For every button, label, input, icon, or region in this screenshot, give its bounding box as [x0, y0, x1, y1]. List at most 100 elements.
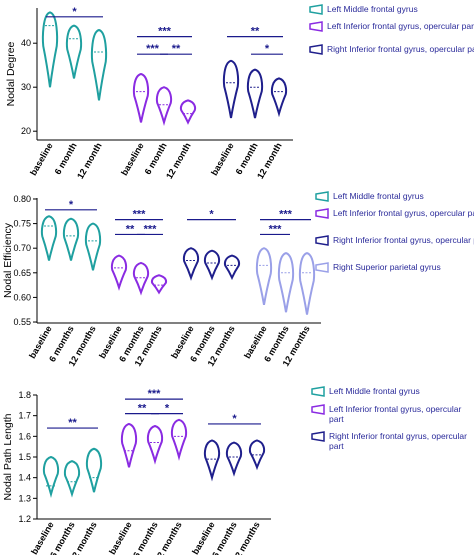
legend-label: Left Inferior frontal gyrus, opercular pa…	[329, 404, 461, 424]
y-tick-label: 30	[21, 82, 31, 92]
legend-label-line: Right Inferior frontal gyrus, opercular …	[333, 235, 474, 245]
violin	[248, 439, 266, 471]
violin	[223, 254, 241, 281]
y-tick-label: 1.8	[18, 390, 31, 400]
significance-marker: *	[165, 403, 170, 415]
legend-swatch	[315, 208, 329, 219]
violin	[132, 72, 150, 123]
violin	[90, 28, 108, 101]
legend-swatch	[309, 44, 323, 55]
y-tick-label: 1.2	[18, 514, 31, 524]
legend-label: Left Middle frontal gyrus	[333, 191, 424, 201]
significance-marker: ***	[148, 388, 162, 400]
x-tick-label: 12 month	[164, 141, 193, 181]
violin	[225, 441, 243, 477]
violin	[146, 424, 164, 465]
significance-marker: *	[69, 199, 74, 211]
y-tick-label: 0.65	[13, 268, 31, 278]
y-tick-label: 0.55	[13, 317, 31, 327]
significance-marker: *	[72, 6, 77, 18]
significance-marker: ***	[144, 223, 158, 235]
significance-marker: **	[126, 223, 135, 235]
violin	[84, 222, 102, 271]
legend-swatch	[309, 21, 323, 32]
legend-label-line: Left Inferior frontal gyrus, opercular	[329, 404, 461, 414]
legend-label-line: Right Superior parietal gyrus	[333, 262, 441, 272]
x-tick-label: 6 month	[143, 141, 169, 176]
significance-marker: *	[265, 43, 270, 55]
legend-label: Right Inferior frontal gyrus, opercular p…	[329, 431, 467, 451]
legend-label-line: Right Inferior frontal gyrus, opercular …	[327, 44, 474, 54]
legend-label-line: part	[329, 441, 344, 451]
y-tick-label: 1.4	[18, 473, 31, 483]
legend-label-line: Left Inferior frontal gyrus, opercular p…	[333, 208, 474, 218]
y-tick-label: 1.3	[18, 493, 31, 503]
x-tick-label: 6 months	[131, 520, 160, 555]
legend-swatch	[311, 386, 325, 397]
legend-swatch	[315, 235, 329, 246]
violin	[110, 254, 128, 291]
y-tick-label: 20	[21, 126, 31, 136]
violin	[203, 249, 221, 281]
x-tick-label: 6 month	[53, 141, 79, 176]
violin	[63, 460, 81, 498]
legend-label-line: Left Inferior frontal gyrus, opercular p…	[327, 21, 474, 31]
violin	[246, 68, 264, 119]
y-tick-label: 0.60	[13, 292, 31, 302]
violin	[179, 99, 197, 125]
legend-swatch	[315, 191, 329, 202]
violin	[41, 11, 59, 88]
legend-label-line: Left Middle frontal gyrus	[333, 191, 424, 201]
violin	[298, 252, 316, 315]
significance-marker: *	[209, 209, 214, 221]
y-tick-label: 1.5	[18, 452, 31, 462]
legend-label: Right Inferior frontal gyrus, opercular …	[327, 44, 474, 54]
violin	[222, 59, 240, 119]
legend-swatch	[309, 4, 323, 15]
y-axis-label: Nodal Degree	[5, 41, 17, 106]
significance-marker: ***	[269, 223, 283, 235]
y-axis-label: Nodal Efficiency	[2, 222, 14, 298]
significance-marker: **	[138, 403, 147, 415]
y-tick-label: 1.7	[18, 411, 31, 421]
legend-label-line: Left Middle frontal gyrus	[327, 4, 418, 14]
violin	[65, 24, 83, 79]
chart-panel-3: 1.2 1.3 1.4 1.5 1.6 1.7 1.8 Nodal Path Length ba…	[2, 386, 467, 555]
violin	[277, 252, 295, 313]
legend-swatch	[311, 404, 325, 415]
significance-marker: *	[232, 413, 237, 425]
legend-label: Left Middle frontal gyrus	[329, 386, 420, 396]
violin	[255, 247, 273, 305]
y-tick-label: 0.80	[13, 194, 31, 204]
significance-marker: ***	[158, 26, 172, 38]
legend-label: Left Inferior frontal gyrus, opercular p…	[333, 208, 474, 218]
legend-label: Right Inferior frontal gyrus, opercular …	[333, 235, 474, 245]
significance-marker: **	[172, 43, 181, 55]
significance-marker: **	[68, 417, 77, 429]
legend-label-line: part	[329, 414, 344, 424]
y-tick-label: 1.6	[18, 431, 31, 441]
x-tick-label: baseline	[107, 520, 134, 555]
y-tick-label: 0.75	[13, 219, 31, 229]
x-tick-label: baseline	[209, 141, 236, 177]
violin	[42, 455, 60, 499]
chart-panel-2: 0.55 0.60 0.65 0.70 0.75 0.80 Nodal Efficiency…	[2, 191, 474, 368]
legend-label: Left Middle frontal gyrus	[327, 4, 418, 14]
legend-label: Left Inferior frontal gyrus, opercular p…	[327, 21, 474, 31]
violin	[150, 274, 168, 295]
x-tick-label: baseline	[28, 141, 55, 177]
legend-label-line: Right Inferior frontal gyrus, opercular	[329, 431, 467, 441]
y-tick-label: 40	[21, 38, 31, 48]
x-tick-label: 12 month	[75, 141, 104, 181]
violin	[85, 447, 103, 493]
violin	[270, 77, 288, 118]
x-tick-label: 12 month	[255, 141, 284, 181]
legend-label-line: Left Middle frontal gyrus	[329, 386, 420, 396]
y-axis-label: Nodal Path Length	[2, 413, 14, 500]
legend-swatch	[315, 262, 329, 273]
violin	[182, 247, 200, 281]
y-tick-label: 0.70	[13, 243, 31, 253]
violin	[120, 422, 138, 468]
